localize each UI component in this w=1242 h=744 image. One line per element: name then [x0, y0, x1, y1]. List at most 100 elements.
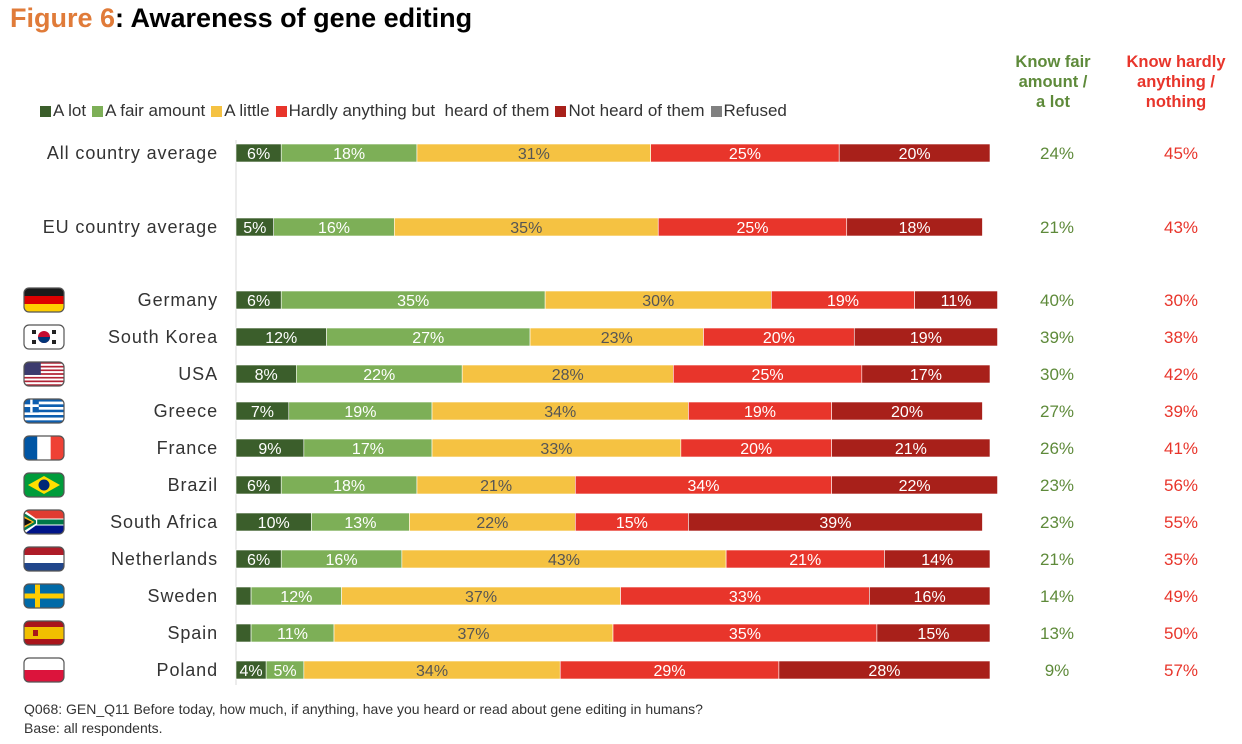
- footnote: Q068: GEN_Q11 Before today, how much, if…: [24, 700, 703, 738]
- legend-label-not-heard: Not heard of them: [568, 101, 705, 120]
- data-label-usa-a-fair-amount: 22%: [363, 367, 395, 384]
- figure-title-text: : Awareness of gene editing: [115, 3, 473, 33]
- data-label-usa-a-little: 28%: [552, 367, 584, 384]
- legend-swatch-a-lot: [40, 105, 51, 117]
- data-label-south-africa-a-little: 22%: [476, 515, 508, 532]
- legend-swatch-hardly: [275, 105, 287, 117]
- legend-item-hardly: Hardly anything but heard of them: [275, 101, 550, 121]
- summary-aware-south-africa: 23%: [1040, 513, 1074, 532]
- data-label-brazil-not-heard-of-them: 22%: [899, 478, 931, 495]
- column-header-aware-line-1: Know fair: [1015, 53, 1091, 71]
- bar-row-germany: Germany 6% 35% 30% 19% 11% 40% 30%: [23, 287, 1198, 313]
- netherlands-flag: [23, 546, 65, 572]
- france-flag: [23, 435, 65, 461]
- summary-aware-eu-country-average: 21%: [1040, 218, 1074, 237]
- legend-swatch-refused: [710, 105, 722, 117]
- bar-row-all-country-average: All country average 6% 18% 31% 25% 20% 24% 45%: [47, 143, 1198, 163]
- bar-segment-all-country-average-not-heard-of-them: [838, 143, 991, 163]
- row-label-usa: USA: [178, 364, 218, 384]
- summary-aware-germany: 40%: [1040, 291, 1074, 310]
- summary-unaware-spain: 50%: [1164, 624, 1198, 643]
- data-label-greece-not-heard-of-them: 20%: [891, 404, 923, 421]
- summary-aware-greece: 27%: [1040, 402, 1074, 421]
- bar-row-south-africa: South Africa 10% 13% 22% 15% 39% 23% 55%: [23, 509, 1198, 535]
- column-header-unaware: Know hardly anything / nothing: [1116, 52, 1236, 112]
- bar-segment-eu-country-average-not-heard-of-them: [846, 217, 983, 237]
- summary-aware-brazil: 23%: [1040, 476, 1074, 495]
- summary-unaware-sweden: 49%: [1164, 587, 1198, 606]
- data-label-all-country-average-a-fair-amount: 18%: [333, 146, 365, 163]
- summary-aware-usa: 30%: [1040, 365, 1074, 384]
- data-label-france-a-little: 33%: [540, 441, 572, 458]
- data-label-brazil-a-little: 21%: [480, 478, 512, 495]
- bar-segment-greece-not-heard-of-them: [831, 401, 983, 421]
- usa-flag: [23, 361, 65, 387]
- bar-row-netherlands: Netherlands 6% 16% 43% 21% 14% 21% 35%: [23, 546, 1198, 572]
- bar-segment-sweden-not-heard-of-them: [869, 586, 991, 606]
- row-label-netherlands: Netherlands: [111, 549, 218, 569]
- row-label-sweden: Sweden: [148, 586, 218, 606]
- legend-item-refused: Refused: [710, 101, 787, 121]
- data-label-france-hardly-anything-but-heard-of-them: 20%: [740, 441, 772, 458]
- bar-row-sweden: Sweden 12% 37% 33% 16% 14% 49%: [23, 583, 1198, 609]
- summary-unaware-usa: 42%: [1164, 365, 1198, 384]
- footnote-base: Base: all respondents.: [24, 720, 163, 736]
- data-label-netherlands-a-fair-amount: 16%: [326, 552, 358, 569]
- data-label-poland-not-heard-of-them: 28%: [868, 663, 900, 680]
- row-label-eu-country-average: EU country average: [43, 217, 218, 237]
- summary-unaware-netherlands: 35%: [1164, 550, 1198, 569]
- row-label-france: France: [157, 438, 218, 458]
- row-label-poland: Poland: [157, 660, 218, 680]
- bar-segment-spain-not-heard-of-them: [876, 623, 991, 643]
- data-label-eu-country-average-a-little: 35%: [510, 220, 542, 237]
- data-label-poland-a-fair-amount: 5%: [273, 663, 296, 680]
- data-label-netherlands-hardly-anything-but-heard-of-them: 21%: [789, 552, 821, 569]
- data-label-germany-a-lot: 6%: [247, 293, 270, 310]
- data-label-eu-country-average-not-heard-of-them: 18%: [899, 220, 931, 237]
- data-label-eu-country-average-a-fair-amount: 16%: [318, 220, 350, 237]
- data-label-germany-hardly-anything-but-heard-of-them: 19%: [827, 293, 859, 310]
- column-header-unaware-line-2: anything /: [1137, 73, 1215, 91]
- legend-label-hardly: Hardly anything but heard of them: [288, 101, 550, 120]
- data-label-spain-hardly-anything-but-heard-of-them: 35%: [729, 626, 761, 643]
- data-label-sweden-not-heard-of-them: 16%: [914, 589, 946, 606]
- spain-flag: [23, 620, 65, 646]
- summary-aware-netherlands: 21%: [1040, 550, 1074, 569]
- legend-label-little: A little: [224, 101, 270, 120]
- data-label-south-africa-not-heard-of-them: 39%: [819, 515, 851, 532]
- bar-segment-sweden-a-lot: [235, 586, 252, 606]
- data-label-sweden-a-little: 37%: [465, 589, 497, 606]
- summary-aware-spain: 13%: [1040, 624, 1074, 643]
- data-label-eu-country-average-hardly-anything-but-heard-of-them: 25%: [736, 220, 768, 237]
- data-label-germany-not-heard-of-them: 11%: [941, 293, 972, 310]
- data-label-usa-a-lot: 8%: [255, 367, 278, 384]
- data-label-greece-a-little: 34%: [544, 404, 576, 421]
- legend-swatch-little: [211, 105, 223, 117]
- summary-unaware-poland: 57%: [1164, 661, 1198, 680]
- data-label-brazil-a-lot: 6%: [247, 478, 270, 495]
- data-label-poland-hardly-anything-but-heard-of-them: 29%: [654, 663, 686, 680]
- chart-legend: A lot A fair amount A little Hardly anyt…: [40, 101, 793, 121]
- footnote-question: Q068: GEN_Q11 Before today, how much, if…: [24, 701, 703, 717]
- legend-swatch-fair-amount: [92, 105, 104, 117]
- data-label-germany-a-little: 30%: [642, 293, 674, 310]
- data-label-south-korea-hardly-anything-but-heard-of-them: 20%: [763, 330, 795, 347]
- summary-unaware-all-country-average: 45%: [1164, 144, 1198, 163]
- data-label-south-korea-not-heard-of-them: 19%: [910, 330, 942, 347]
- row-label-brazil: Brazil: [168, 475, 218, 495]
- germany-flag: [23, 287, 65, 313]
- summary-aware-sweden: 14%: [1040, 587, 1074, 606]
- data-label-poland-a-little: 34%: [416, 663, 448, 680]
- legend-item-not-heard: Not heard of them: [555, 101, 705, 121]
- bar-segment-south-korea-not-heard-of-them: [853, 327, 998, 347]
- bar-segment-spain-a-lot: [235, 623, 252, 643]
- data-label-south-africa-a-lot: 10%: [258, 515, 290, 532]
- bar-row-poland: Poland 4% 5% 34% 29% 28% 9% 57%: [23, 657, 1198, 683]
- brazil-flag: [23, 472, 65, 498]
- summary-unaware-eu-country-average: 43%: [1164, 218, 1198, 237]
- bar-row-south-korea: South Korea 12% 27% 23% 20% 19% 39% 38%: [23, 324, 1198, 350]
- column-header-aware-line-3: a lot: [1036, 93, 1070, 111]
- summary-unaware-greece: 39%: [1164, 402, 1198, 421]
- data-label-netherlands-not-heard-of-them: 14%: [921, 552, 953, 569]
